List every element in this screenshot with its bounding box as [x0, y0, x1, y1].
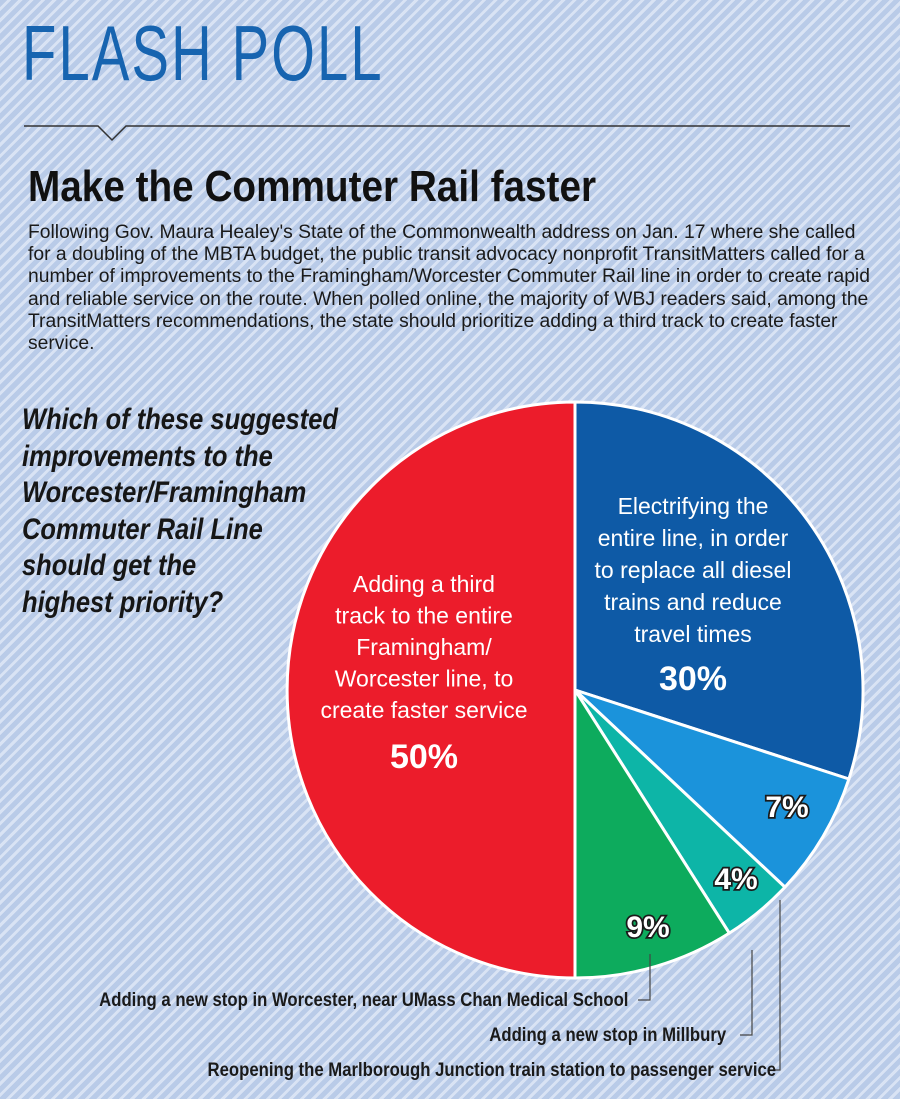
- question-line: Worcester/Framingham: [22, 476, 307, 509]
- flash-poll-header: FLASH POLL: [22, 9, 384, 97]
- question-line: improvements to the: [22, 439, 273, 473]
- slice-label-electrify-line: entire line, in order: [598, 525, 789, 551]
- leader-line-umass: [638, 954, 651, 1001]
- caption-marlborough: Reopening the Marlborough Junction train…: [207, 1060, 776, 1081]
- slice-label-third-track-line: create faster service: [320, 697, 527, 723]
- pie-slice-marlborough: [573, 688, 851, 889]
- leader-line-millbury: [740, 950, 753, 1036]
- data-label-millbury: 4%: [714, 863, 757, 896]
- slice-label-electrify-line: trains and reduce: [604, 589, 782, 615]
- slice-label-electrify-line: travel times: [634, 621, 752, 647]
- question-line: Commuter Rail Line: [22, 512, 263, 546]
- data-label-umass: 9%: [626, 911, 669, 944]
- data-label-electrify: 30%: [659, 660, 727, 698]
- slice-label-electrify-line: to replace all diesel: [595, 557, 792, 583]
- leader-line-marlborough: [768, 900, 781, 1071]
- slice-label-third-track-line: track to the entire: [335, 603, 513, 629]
- slice-label-electrify-line: Electrifying the: [618, 493, 769, 519]
- data-label-marlborough: 7%: [765, 791, 808, 824]
- page-title: Make the Commuter Rail faster: [28, 162, 597, 211]
- question-line: highest priority?: [22, 585, 224, 619]
- data-label-third-track: 50%: [390, 738, 458, 776]
- caption-umass: Adding a new stop in Worcester, near UMa…: [98, 990, 628, 1011]
- slice-label-third-track-line: Worcester line, to: [335, 666, 514, 692]
- question-line: should get the: [22, 549, 197, 582]
- question-line: Which of these suggested: [22, 403, 338, 436]
- slice-label-third-track-line: Framingham/: [356, 634, 492, 660]
- caption-millbury: Adding a new stop in Millbury: [489, 1025, 726, 1046]
- pie-slice-electrify: [573, 400, 865, 781]
- intro-paragraph: Following Gov. Maura Healey's State of t…: [28, 222, 870, 355]
- pie-slice-third-track: [285, 400, 577, 980]
- header-rule: [24, 125, 850, 142]
- poll-question: Which of these suggested improvements to…: [22, 402, 338, 621]
- pie-slice-umass: [573, 688, 731, 980]
- slice-label-third-track-line: Adding a third: [353, 571, 495, 597]
